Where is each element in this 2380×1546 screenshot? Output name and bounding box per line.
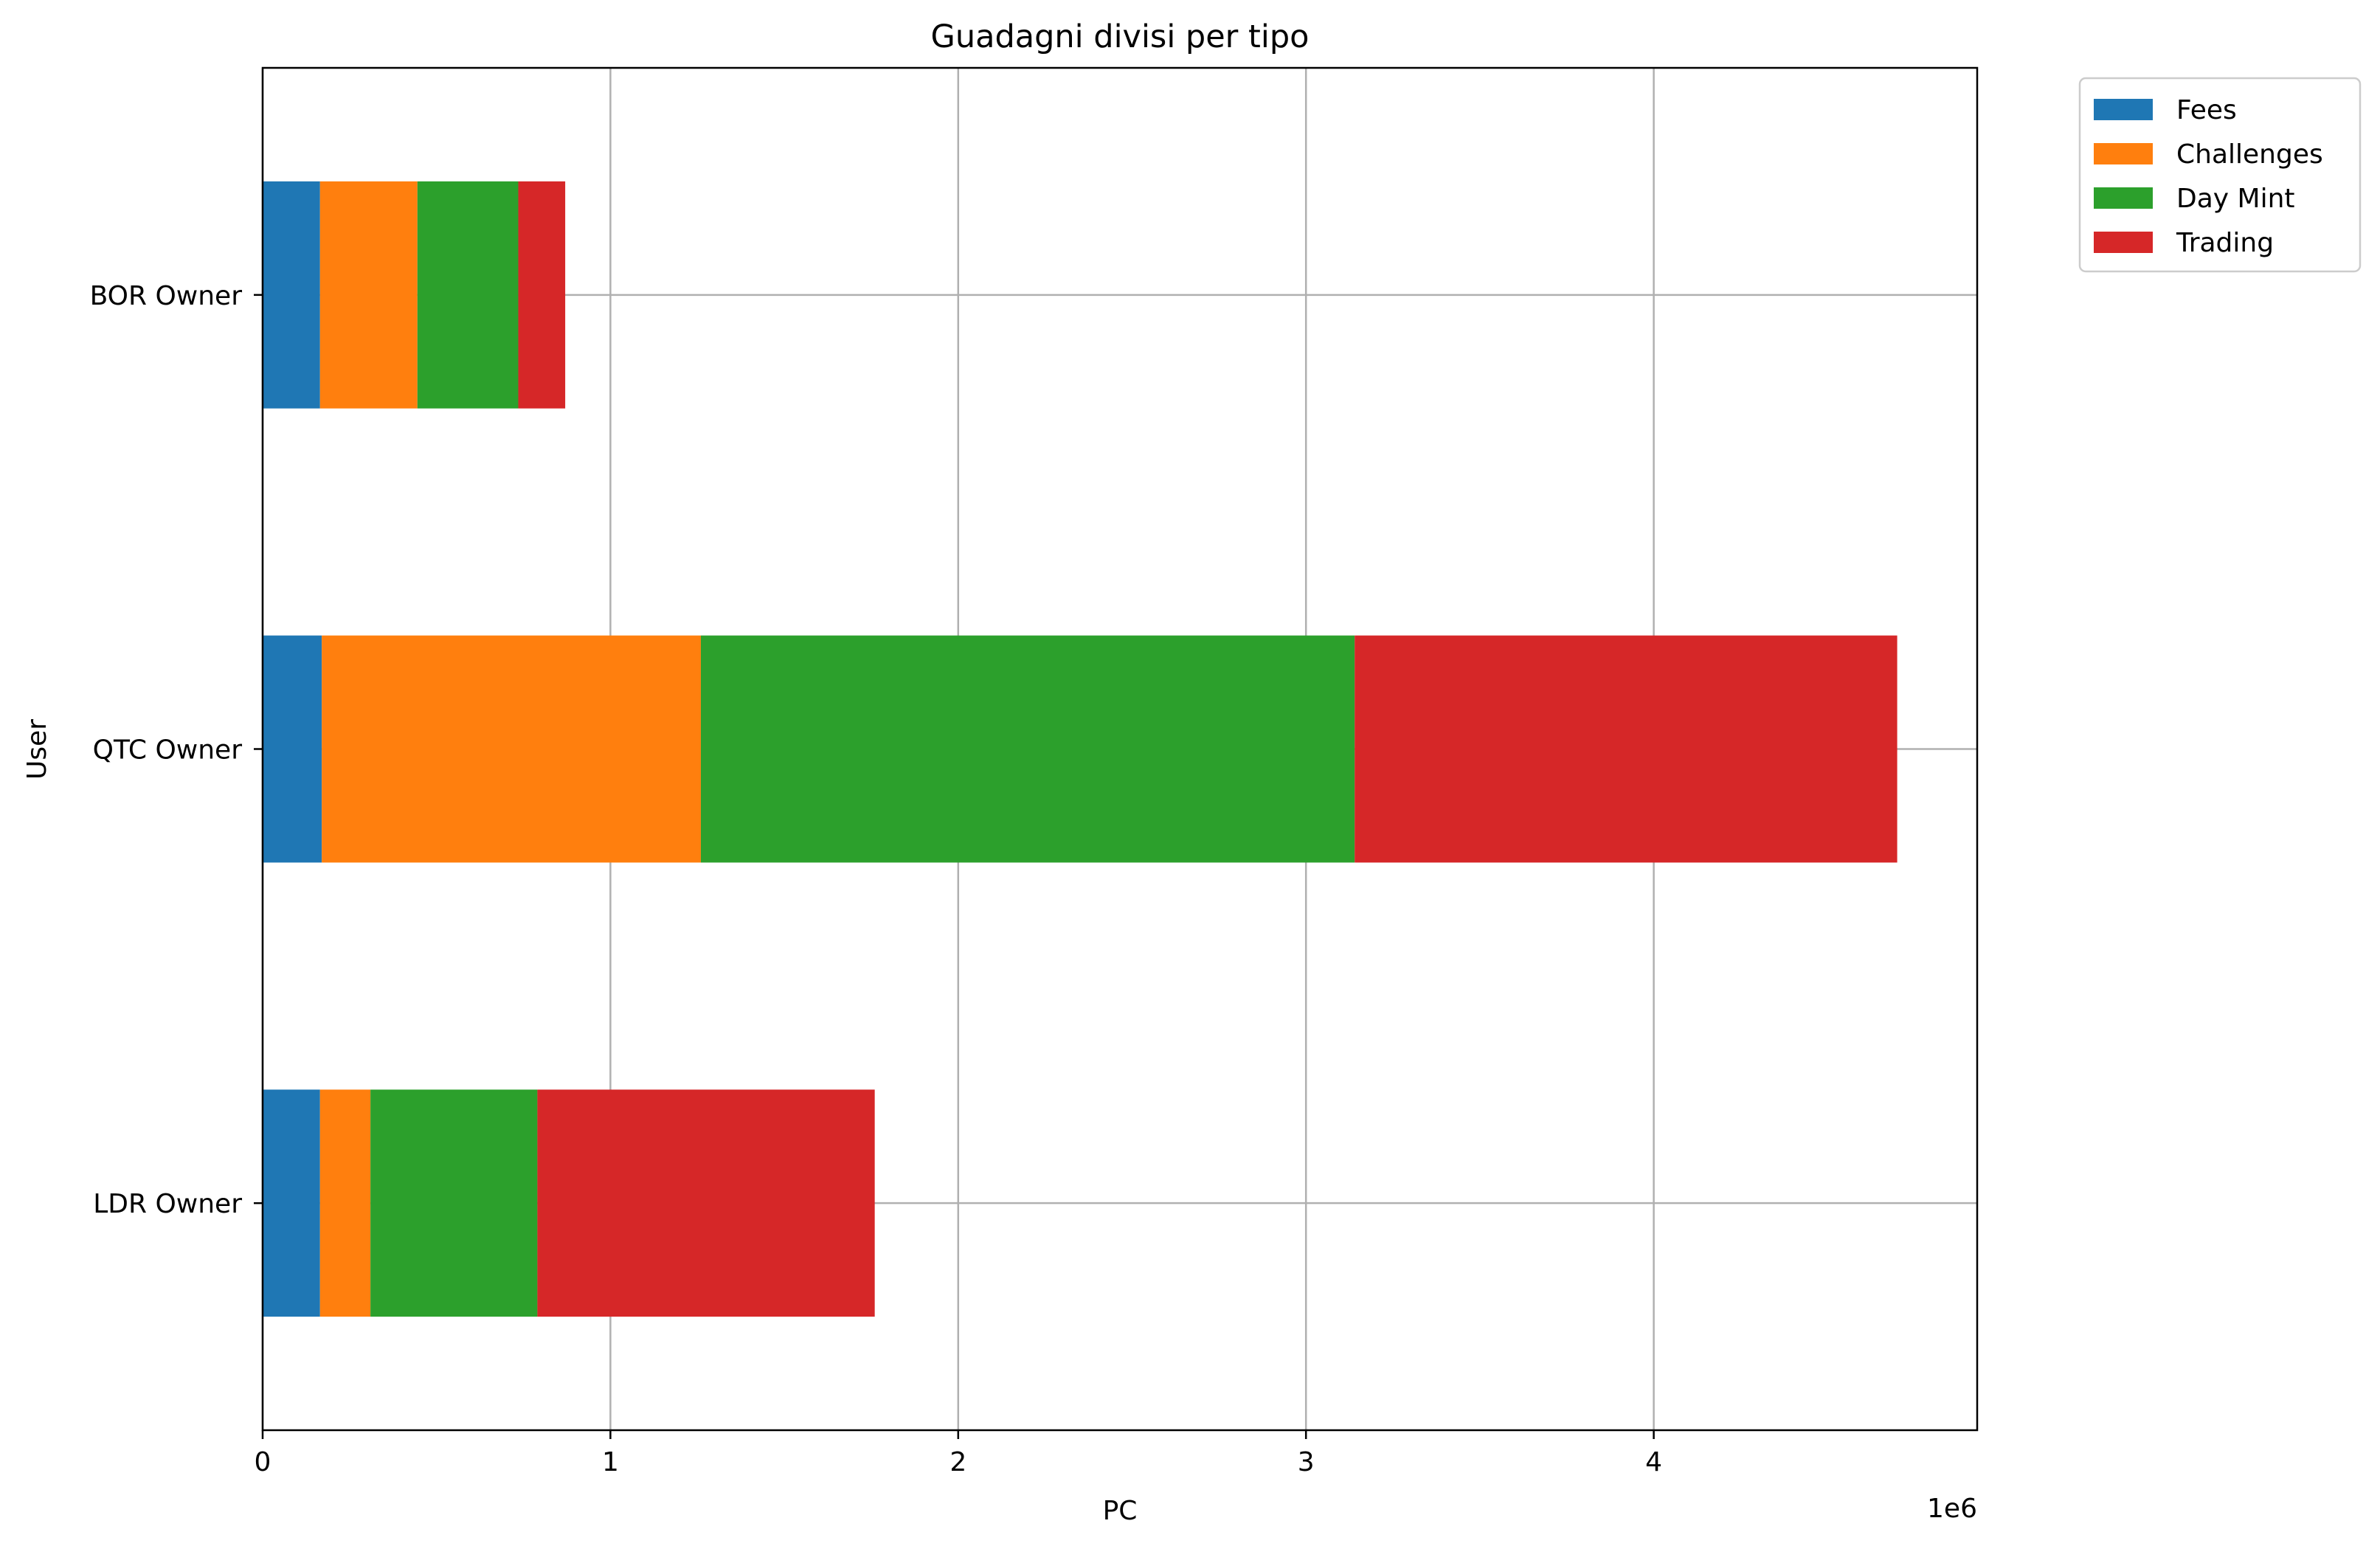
bar-segment-day-mint [700, 635, 1355, 863]
chart-title: Guadagni divisi per tipo [931, 18, 1310, 55]
bar-segment-fees [263, 181, 320, 409]
y-axis-label: User [22, 719, 52, 780]
bar-segment-fees [263, 635, 322, 863]
x-tick-label: 0 [255, 1447, 271, 1477]
bar-segment-challenges [322, 635, 701, 863]
bar-segment-trading [518, 181, 566, 409]
legend-swatch [2094, 187, 2153, 209]
legend-swatch [2094, 143, 2153, 164]
x-tick-label: 2 [949, 1447, 966, 1477]
y-tick-label: BOR Owner [90, 281, 243, 311]
bar-segment-trading [1355, 635, 1898, 863]
bars [263, 181, 1898, 1317]
bar-segment-challenges [319, 1089, 371, 1317]
bar-segment-fees [263, 1089, 320, 1317]
x-tick-label: 3 [1298, 1447, 1315, 1477]
legend-frame [2078, 77, 2362, 273]
x-axis-label: PC [1103, 1496, 1138, 1526]
x-axis-offset-label: 1e6 [1927, 1494, 1977, 1524]
x-tick-label: 4 [1645, 1447, 1662, 1477]
legend-swatch [2094, 99, 2153, 120]
bar-segment-day-mint [417, 181, 519, 409]
legend-label: Fees [2176, 95, 2237, 125]
legend: Fees Challenges Day Mint Trading [2078, 77, 2362, 273]
axis-ticks: 0 1 2 3 4 LDR Owner QTC Owner BOR Owner [90, 281, 1662, 1477]
legend-label: Day Mint [2176, 184, 2295, 214]
bar-segment-challenges [319, 181, 418, 409]
y-tick-label: QTC Owner [93, 735, 243, 766]
x-tick-label: 1 [602, 1447, 619, 1477]
bar-segment-day-mint [370, 1089, 538, 1317]
legend-label: Trading [2176, 228, 2274, 258]
y-tick-label: LDR Owner [93, 1189, 242, 1219]
legend-label: Challenges [2176, 139, 2323, 170]
legend-swatch [2094, 232, 2153, 253]
bar-segment-trading [537, 1089, 875, 1317]
